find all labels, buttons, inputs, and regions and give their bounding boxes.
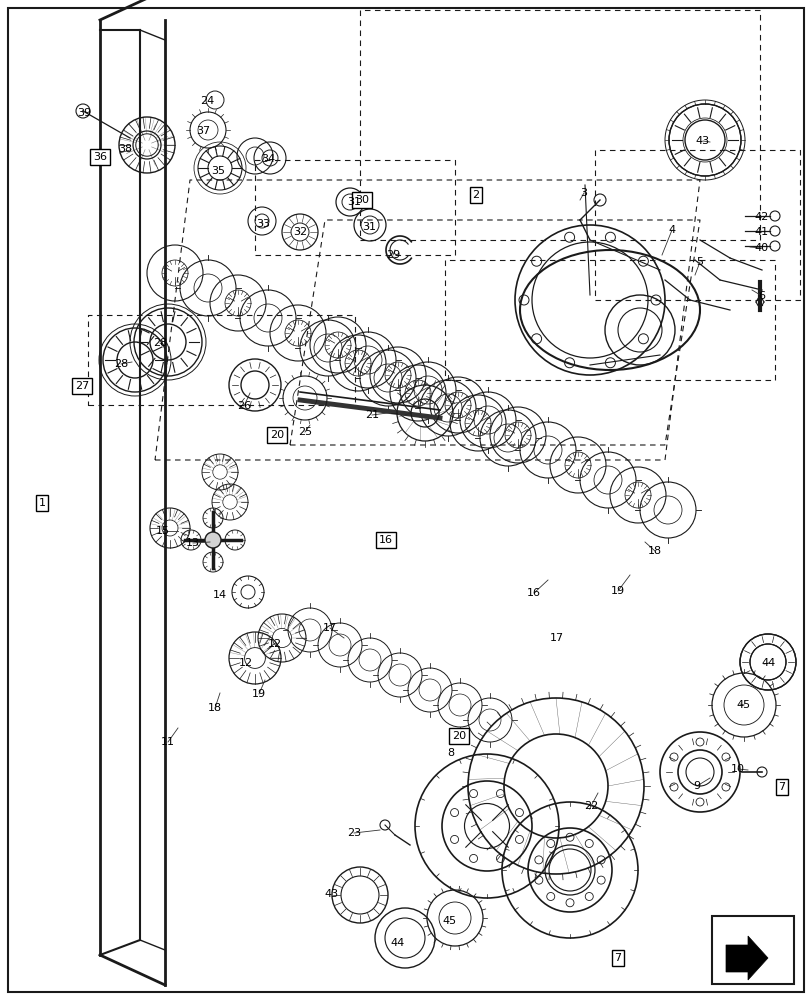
- Text: 45: 45: [442, 916, 457, 926]
- Text: 19: 19: [251, 689, 266, 699]
- Text: 24: 24: [200, 96, 214, 106]
- Text: 43: 43: [324, 889, 339, 899]
- Text: 6: 6: [757, 291, 765, 301]
- Text: 44: 44: [761, 658, 775, 668]
- Text: 7: 7: [614, 953, 620, 963]
- Text: 28: 28: [152, 338, 167, 348]
- Bar: [711, 916, 793, 984]
- Text: 41: 41: [754, 227, 768, 237]
- Text: 20: 20: [269, 430, 284, 440]
- Polygon shape: [725, 936, 767, 980]
- Text: 28: 28: [114, 359, 128, 369]
- Text: 5: 5: [696, 257, 702, 267]
- Text: 17: 17: [549, 633, 564, 643]
- Text: 16: 16: [379, 535, 393, 545]
- Text: 30: 30: [354, 195, 368, 205]
- Text: 7: 7: [778, 782, 784, 792]
- Text: 33: 33: [255, 219, 270, 229]
- Text: 8: 8: [447, 748, 454, 758]
- Text: 17: 17: [323, 623, 337, 633]
- Text: 39: 39: [77, 108, 91, 118]
- Text: 13: 13: [186, 538, 200, 548]
- Circle shape: [204, 532, 221, 548]
- Text: 21: 21: [364, 410, 379, 420]
- Text: 37: 37: [195, 126, 210, 136]
- Text: 15: 15: [156, 526, 169, 536]
- Text: 31: 31: [362, 222, 375, 232]
- Text: 3: 3: [580, 188, 587, 198]
- Text: 35: 35: [211, 166, 225, 176]
- Text: 36: 36: [93, 152, 107, 162]
- Text: 29: 29: [385, 250, 400, 260]
- Text: 4: 4: [667, 225, 675, 235]
- Text: 12: 12: [268, 639, 281, 649]
- Text: 31: 31: [346, 197, 361, 207]
- Text: 45: 45: [736, 700, 750, 710]
- Text: 42: 42: [754, 212, 768, 222]
- Text: 34: 34: [260, 154, 275, 164]
- Text: 23: 23: [346, 828, 361, 838]
- Text: 12: 12: [238, 658, 253, 668]
- Text: 32: 32: [293, 227, 307, 237]
- Text: 25: 25: [298, 427, 311, 437]
- Text: 9: 9: [693, 781, 700, 791]
- Text: 18: 18: [647, 546, 661, 556]
- Text: 27: 27: [75, 381, 89, 391]
- Text: 22: 22: [583, 801, 598, 811]
- Text: 19: 19: [610, 586, 624, 596]
- Text: 18: 18: [208, 703, 221, 713]
- Text: 1: 1: [38, 498, 45, 508]
- Text: 44: 44: [390, 938, 405, 948]
- Text: 10: 10: [730, 764, 744, 774]
- Text: 14: 14: [212, 590, 227, 600]
- Text: 40: 40: [754, 243, 768, 253]
- Text: 16: 16: [526, 588, 540, 598]
- Text: 20: 20: [452, 731, 466, 741]
- Text: 26: 26: [237, 401, 251, 411]
- Text: 43: 43: [695, 136, 709, 146]
- Text: 11: 11: [161, 737, 175, 747]
- Text: 38: 38: [118, 144, 132, 154]
- Text: 2: 2: [472, 190, 479, 200]
